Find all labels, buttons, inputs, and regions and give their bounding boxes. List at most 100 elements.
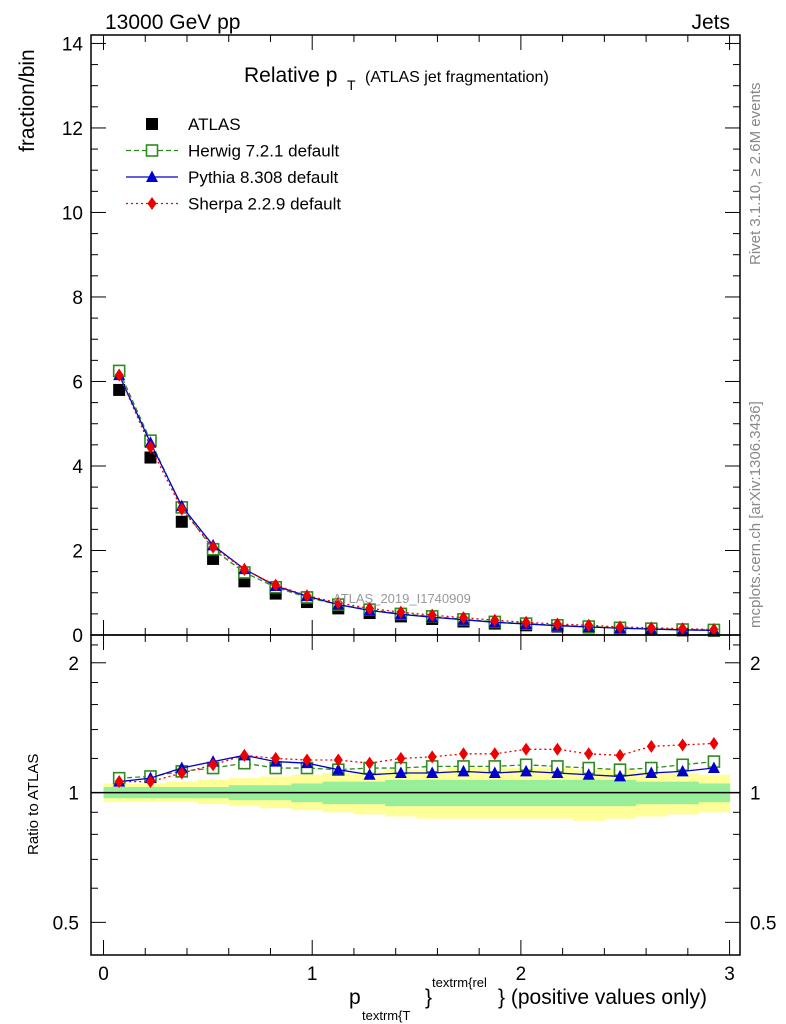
ratio-point-pythia [457,764,470,777]
point-sherpa [646,621,656,635]
plot-title-rest: (ATLAS jet fragmentation) [365,69,549,86]
point-sherpa [114,368,124,382]
ratio-y-tick-label: 2 [68,654,79,675]
ratio-point-sherpa [333,753,343,767]
ratio-point-sherpa [177,766,187,780]
x-axis-label: p textrm{T } textrm{rel } (positive valu… [349,975,707,1023]
legend-label-pythia: Pythia 8.308 default [188,168,339,187]
ratio-point-sherpa [365,756,375,770]
ratio-ticks: 0.5 0.5 1 1 2 2 0 1 2 3 [53,635,776,985]
ratio-point-pythia [363,768,376,780]
point-sherpa [490,613,500,627]
point-atlas [207,552,220,565]
plot-title-sub: T [347,77,356,93]
ratio-series-sherpa [114,736,719,789]
ratio-point-sherpa [271,751,281,765]
ratio-point-pythia [551,766,564,779]
point-sherpa [177,502,187,516]
point-sherpa [208,540,218,554]
ratio-point-sherpa [709,736,719,750]
main-title: Relative p T (ATLAS jet fragmentation) [244,64,549,93]
legend-label-sherpa: Sherpa 2.2.9 default [188,195,341,214]
point-sherpa [521,615,531,629]
side-label-mcplots: mcplots.cern.ch [arXiv:1306.3436] [747,401,764,628]
y-axis-label-main: fraction/bin [16,49,39,152]
y-tick-label: 0 [72,626,83,647]
ratio-point-pythia [488,766,501,779]
main-ticks: 0 2 4 6 8 10 12 14 [62,34,740,647]
ratio-y-tick-label-right: 0.5 [750,913,776,934]
legend-item-herwig: Herwig 7.2.1 default [126,142,339,161]
x-tick-label: 3 [724,964,735,985]
point-sherpa [584,618,594,632]
ratio-y-tick-label: 0.5 [53,913,79,934]
ratio-point-pythia [332,763,345,775]
ratio-point-sherpa [584,747,594,761]
ratio-point-pythia [426,766,439,779]
ratio-y-tick-label-right: 1 [750,784,761,805]
plot-title-main: Relative p [244,64,337,87]
legend-marker-herwig [145,144,159,157]
ratio-point-sherpa [458,747,468,761]
ratio-point-pythia [676,764,689,777]
y-tick-label: 2 [72,541,83,562]
legend: ATLAS Herwig 7.2.1 default Pythia 8.308 de… [126,115,341,214]
point-sherpa [302,589,312,603]
ratio-point-sherpa [646,739,656,753]
ratio-point-pythia [645,766,658,779]
ratio-point-sherpa [678,738,688,752]
y-tick-label: 4 [72,457,83,478]
y-axis-label-ratio: Ratio to ATLAS [25,754,42,855]
point-sherpa [552,617,562,631]
x-axis-label-sup: textrm{rel [432,975,487,990]
ratio-point-sherpa [552,742,562,756]
analysis-watermark: ATLAS_2019_I1740909 [333,591,471,606]
point-sherpa [396,605,406,619]
ratio-point-pythia [582,768,595,780]
series-sherpa [114,368,719,637]
ratio-frame [90,634,741,956]
side-label-rivet: Rivet 3.1.10, ≥ 2.6M events [747,83,764,266]
point-sherpa [333,596,343,610]
legend-item-pythia: Pythia 8.308 default [126,168,339,187]
main-plot-area [112,364,721,637]
ratio-point-pythia [707,761,720,774]
main-panel: 0 2 4 6 8 10 12 14 Relative p T (ATLAS jet frag… [16,34,741,647]
ratio-panel: 0.5 0.5 1 1 2 2 0 1 2 3 Ratio to ATLAS [25,634,776,985]
point-atlas [175,515,188,528]
point-sherpa [271,578,281,592]
ratio-y-tick-label: 1 [68,784,79,805]
point-sherpa [239,563,249,577]
legend-marker-sherpa [147,197,157,210]
legend-item-sherpa: Sherpa 2.2.9 default [126,195,341,214]
legend-marker-pythia [146,170,158,182]
legend-label-atlas: ATLAS [188,115,241,134]
y-tick-label: 6 [72,372,83,393]
ratio-point-sherpa [145,775,155,789]
x-tick-label: 1 [307,964,318,985]
ratio-point-sherpa [239,748,249,762]
x-tick-label: 0 [98,964,109,985]
y-tick-label: 12 [62,119,83,140]
point-sherpa [365,601,375,615]
ratio-line-sherpa [119,742,714,783]
ratio-point-pythia [394,766,407,779]
ratio-point-sherpa [427,750,437,764]
point-atlas [113,383,126,396]
y-tick-label: 8 [72,288,83,309]
ratio-plot-area [91,736,740,821]
ratio-point-sherpa [521,742,531,756]
legend-marker-atlas [146,118,158,130]
process-label: Jets [691,11,730,34]
legend-label-herwig: Herwig 7.2.1 default [188,142,339,161]
point-sherpa [145,440,155,454]
x-axis-label-p: p [349,986,361,1009]
ratio-point-sherpa [615,748,625,762]
ratio-point-pythia [520,764,533,777]
y-tick-label: 10 [62,203,83,224]
x-axis-label-rest: } (positive values only) [498,986,707,1009]
point-sherpa [458,611,468,625]
ratio-point-sherpa [490,747,500,761]
ratio-point-sherpa [114,775,124,789]
